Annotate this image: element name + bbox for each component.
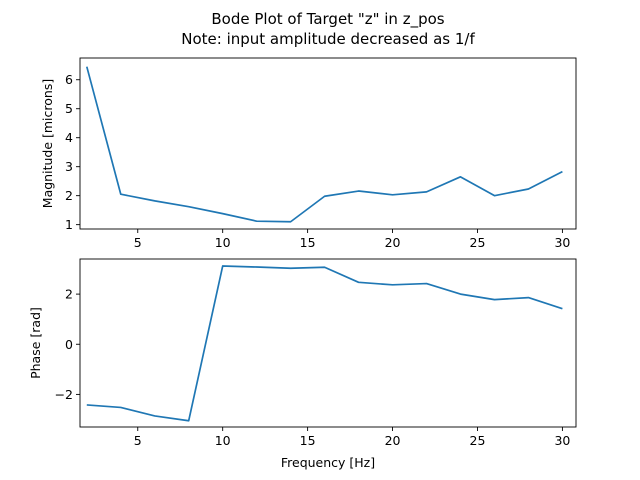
magnitude-subplot: 5 10 15 20 25 30 1 2 3 4 5 6 Magnitude [microns]	[40, 57, 577, 250]
phase-y-tick-label: 2	[65, 287, 73, 302]
magnitude-axes-frame	[79, 57, 577, 230]
phase-y-axis-label: Phase [rad]	[28, 307, 43, 379]
phase-subplot: 5 10 15 20 25 30 −2 0 2 Phase [rad] Frequency [Hz]	[28, 258, 577, 470]
phase-y-tick-label: −2	[55, 387, 73, 402]
magnitude-y-tick-label: 3	[65, 159, 73, 174]
figure-title-line-1: Bode Plot of Target "z" in z_pos	[211, 10, 444, 29]
magnitude-x-tick-label: 5	[134, 235, 142, 250]
phase-x-axis-label: Frequency [Hz]	[281, 455, 375, 470]
phase-series-line	[86, 265, 563, 422]
magnitude-y-axis-label: Magnitude [microns]	[40, 79, 55, 208]
magnitude-series-line	[85, 66, 563, 223]
phase-y-tick-label: 0	[65, 337, 73, 352]
magnitude-y-tick-label: 6	[65, 72, 73, 87]
magnitude-x-tick-label: 10	[215, 235, 231, 250]
phase-x-tick-label: 20	[385, 433, 401, 448]
phase-x-tick-label: 15	[300, 433, 316, 448]
magnitude-x-tick-label: 30	[554, 235, 570, 250]
magnitude-y-tick-label: 4	[65, 130, 73, 145]
figure-title-line-2: Note: input amplitude decreased as 1/f	[181, 30, 475, 48]
magnitude-x-tick-label: 15	[300, 235, 316, 250]
phase-x-tick-label: 30	[554, 433, 570, 448]
phase-axes-frame	[79, 258, 577, 428]
magnitude-y-tick-label: 5	[65, 101, 73, 116]
magnitude-x-tick-label: 20	[385, 235, 401, 250]
magnitude-x-tick-label: 25	[470, 235, 486, 250]
magnitude-y-tick-label: 2	[65, 188, 73, 203]
phase-x-tick-label: 10	[215, 433, 231, 448]
phase-x-tick-label: 25	[470, 433, 486, 448]
magnitude-y-tick-label: 1	[65, 217, 73, 232]
phase-x-tick-label: 5	[134, 433, 142, 448]
